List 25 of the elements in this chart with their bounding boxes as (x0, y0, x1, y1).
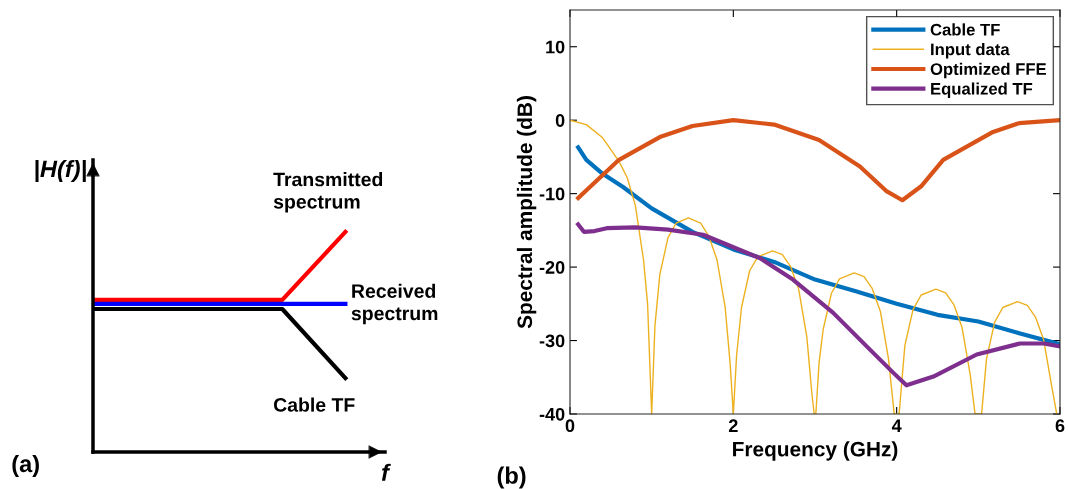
series-label: Received spectrum (351, 283, 438, 325)
x-tick-label: 0 (565, 419, 575, 433)
text: Transmitted spectrum (273, 172, 383, 213)
x-tick-label: 2 (728, 419, 738, 432)
legend-label: Input data (931, 43, 1010, 59)
y-axis-title: |H(f)| (35, 160, 86, 183)
x-tick-label: 6 (1055, 419, 1065, 433)
legend-label: Equalized TF (931, 82, 1033, 98)
y-tick-label: -40 (539, 407, 565, 421)
y-tick-label: -30 (539, 334, 565, 348)
text: (b) (497, 466, 526, 489)
y-tick-label: -10 (539, 187, 565, 201)
y-axis-title: Spectral amplitude (dB) (516, 96, 537, 329)
y-tick-label: 10 (546, 40, 565, 54)
line-series (576, 118, 1060, 203)
line-series (576, 222, 1060, 388)
x-tick-label: 4 (891, 419, 902, 432)
x-axis-title: Frequency (GHz) (733, 441, 898, 461)
series-label: Cable TF (273, 397, 355, 412)
legend-label: Optimized FFE (930, 62, 1047, 79)
x-axis-title: f (381, 463, 391, 481)
y-tick-label: 0 (555, 114, 565, 127)
text: (a) (12, 454, 39, 477)
y-tick-label: -20 (539, 261, 565, 274)
legend-label: Cable TF (930, 23, 1000, 36)
